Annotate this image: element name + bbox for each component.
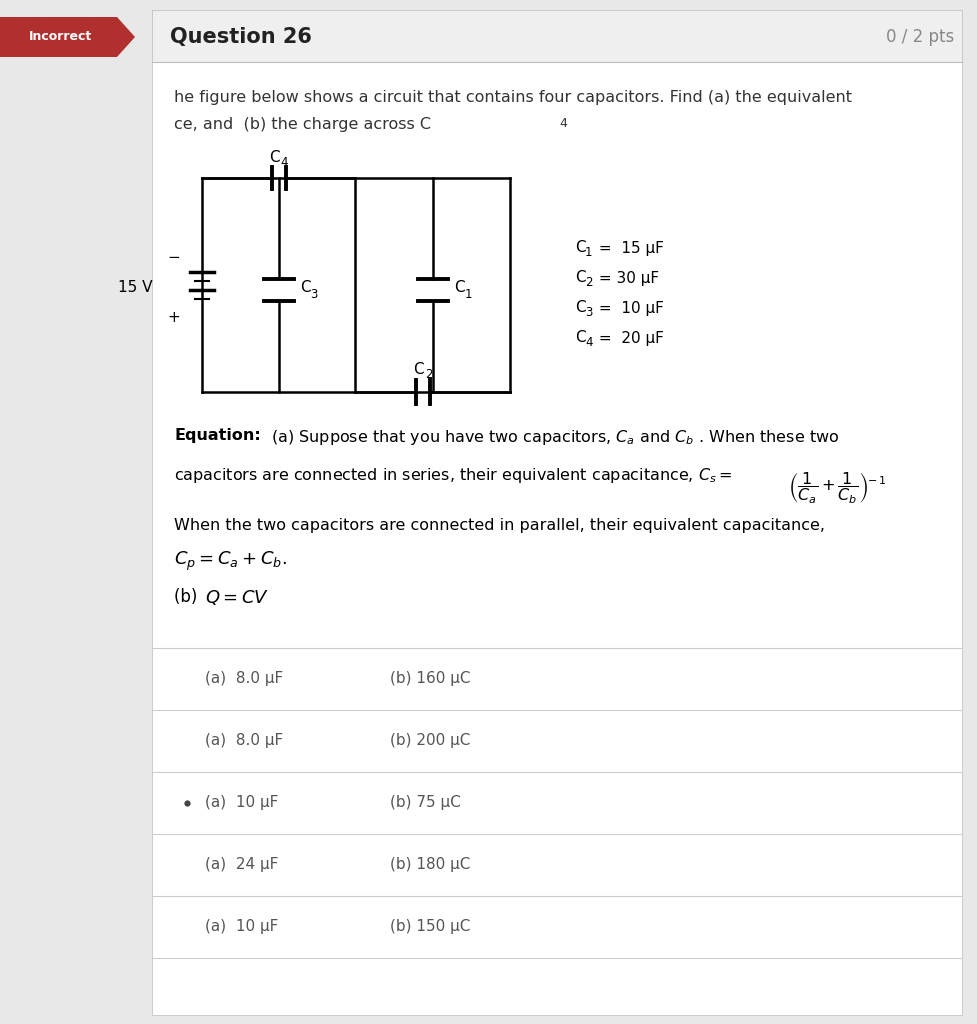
Text: Incorrect: Incorrect <box>29 31 92 43</box>
Text: = 30 μF: = 30 μF <box>593 270 658 286</box>
Text: $\left(\dfrac{1}{C_a}+\dfrac{1}{C_b}\right)^{\!\!-1}$: $\left(\dfrac{1}{C_a}+\dfrac{1}{C_b}\rig… <box>787 470 886 506</box>
Text: capacitors are connected in series, their equivalent capacitance, $C_s=$: capacitors are connected in series, thei… <box>174 466 732 485</box>
Text: C: C <box>300 281 311 296</box>
Text: 4: 4 <box>559 117 567 130</box>
FancyBboxPatch shape <box>151 10 961 62</box>
Text: (b): (b) <box>174 588 202 606</box>
Text: C: C <box>454 281 465 296</box>
Text: (a)  10 μF: (a) 10 μF <box>205 920 278 935</box>
Text: Question 26: Question 26 <box>170 27 312 47</box>
Text: (b) 200 μC: (b) 200 μC <box>390 733 470 749</box>
Text: 0 / 2 pts: 0 / 2 pts <box>885 28 953 46</box>
Text: C: C <box>574 270 585 286</box>
Text: C: C <box>574 300 585 315</box>
Text: C: C <box>269 151 279 166</box>
Text: 3: 3 <box>584 306 592 319</box>
Text: $C_p = C_a + C_b.$: $C_p = C_a + C_b.$ <box>174 550 286 573</box>
Text: 4: 4 <box>584 337 592 349</box>
Text: (a)  24 μF: (a) 24 μF <box>205 857 278 872</box>
FancyBboxPatch shape <box>151 62 961 1015</box>
Text: When the two capacitors are connected in parallel, their equivalent capacitance,: When the two capacitors are connected in… <box>174 518 825 534</box>
Text: (a)  8.0 μF: (a) 8.0 μF <box>205 672 283 686</box>
Text: (b) 160 μC: (b) 160 μC <box>390 672 470 686</box>
Text: (b) 75 μC: (b) 75 μC <box>390 796 460 811</box>
Text: 2: 2 <box>424 369 432 382</box>
Text: 4: 4 <box>280 157 288 170</box>
Text: (a) Suppose that you have two capacitors, $C_a$ and $C_b$ . When these two: (a) Suppose that you have two capacitors… <box>261 428 838 447</box>
Text: (a)  8.0 μF: (a) 8.0 μF <box>205 733 283 749</box>
Text: =  20 μF: = 20 μF <box>593 331 663 345</box>
Text: 1: 1 <box>584 247 592 259</box>
Text: C: C <box>574 331 585 345</box>
Text: he figure below shows a circuit that contains four capacitors. Find (a) the equi: he figure below shows a circuit that con… <box>174 90 851 105</box>
Text: Equation:: Equation: <box>174 428 261 443</box>
Text: =  15 μF: = 15 μF <box>593 241 663 256</box>
Text: 1: 1 <box>464 288 472 300</box>
Text: +: + <box>167 310 180 326</box>
Text: −: − <box>167 251 180 265</box>
Text: 3: 3 <box>310 288 318 300</box>
Text: 15 V: 15 V <box>117 280 151 295</box>
Text: 2: 2 <box>584 276 592 290</box>
Text: (b) 150 μC: (b) 150 μC <box>390 920 470 935</box>
Text: $Q = CV$: $Q = CV$ <box>205 588 269 607</box>
Text: (b) 180 μC: (b) 180 μC <box>390 857 470 872</box>
Polygon shape <box>0 17 135 57</box>
Text: =  10 μF: = 10 μF <box>593 300 663 315</box>
Text: C: C <box>412 362 423 378</box>
Text: (a)  10 μF: (a) 10 μF <box>205 796 278 811</box>
Text: C: C <box>574 241 585 256</box>
Text: ce, and  (b) the charge across C: ce, and (b) the charge across C <box>174 117 431 132</box>
